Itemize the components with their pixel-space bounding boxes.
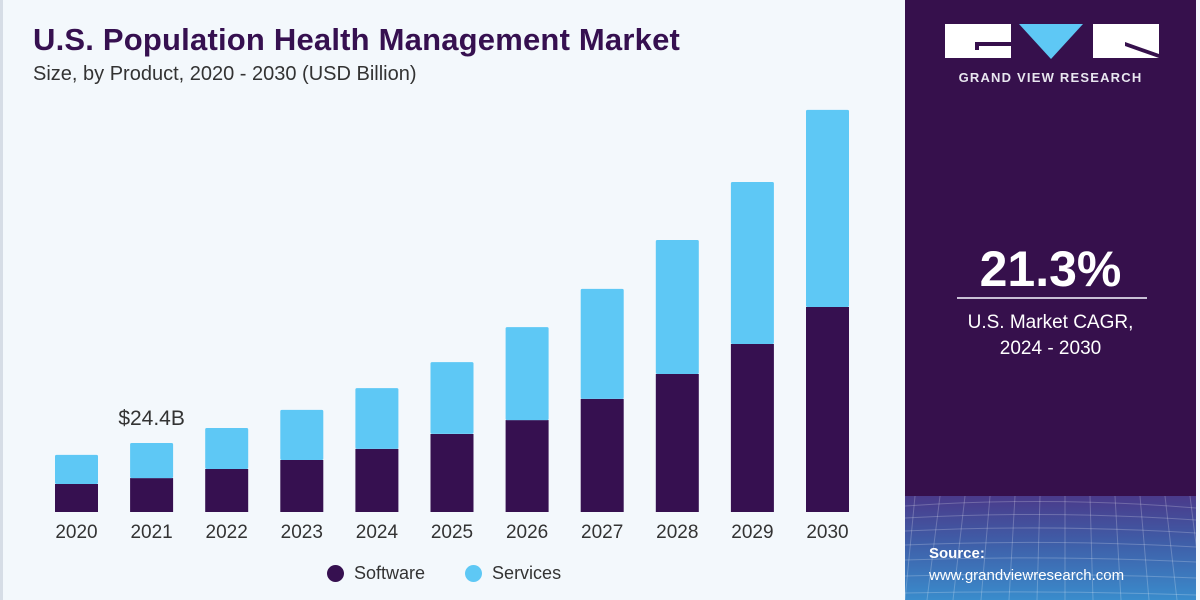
panel-footer: [905, 496, 1196, 600]
bar-software-2023: [280, 460, 324, 512]
cagr-label-line1: U.S. Market CAGR,: [967, 312, 1134, 333]
bar-software-2026: [505, 420, 549, 512]
mesh-background-icon: [905, 496, 1196, 600]
bar-software-2028: [655, 374, 699, 512]
bar-services-2029: [730, 182, 774, 344]
cagr-value: 21.3%: [979, 241, 1122, 297]
chart-title: U.S. Population Health Management Market: [33, 22, 681, 57]
x-tick-label: 2025: [431, 522, 473, 543]
x-tick-label: 2030: [806, 522, 848, 543]
x-tick-label: 2023: [281, 522, 323, 543]
bar-services-2026: [505, 327, 549, 421]
left-border: [0, 0, 3, 600]
x-tick-label: 2022: [206, 522, 248, 543]
legend-swatch-services: [465, 565, 483, 582]
bar-software-2021: [130, 478, 174, 512]
x-tick-label: 2029: [731, 522, 773, 543]
legend-swatch-software: [327, 565, 344, 582]
x-tick-label: 2020: [55, 522, 97, 543]
bar-services-2025: [430, 362, 474, 434]
legend-item-services: Services: [465, 563, 561, 584]
source-url[interactable]: www.grandviewresearch.com: [929, 567, 1125, 584]
bar-services-2023: [280, 409, 324, 460]
bar-software-2025: [430, 434, 474, 512]
cagr-divider: [957, 297, 1147, 299]
bar-software-2020: [55, 484, 98, 512]
x-tick-label: 2026: [506, 522, 548, 543]
source-label: Source:: [929, 545, 985, 562]
bar-services-2024: [355, 388, 399, 449]
bar-services-2030: [806, 109, 849, 308]
x-tick-label: 2021: [130, 522, 172, 543]
data-label-2021: $24.4B: [118, 407, 185, 430]
bar-services-2028: [655, 240, 699, 374]
bar-software-2024: [355, 448, 399, 512]
stacked-bar-chart: 2020 2021 2022 2023 2024 2025 2026 2027 2028 2029…: [55, 109, 849, 543]
info-panel: GRAND VIEW RESEARCH 21.3% U.S. Market CA…: [905, 0, 1196, 600]
x-tick-label: 2028: [656, 522, 698, 543]
legend-item-software: Software: [327, 563, 425, 584]
bar-services-2020: [55, 454, 98, 484]
cagr-label: U.S. Market CAGR, 2024 - 2030: [905, 310, 1196, 362]
chart-subtitle: Size, by Product, 2020 - 2030 (USD Billi…: [33, 63, 417, 85]
bar-services-2021: [130, 443, 174, 479]
bar-services-2027: [580, 288, 624, 399]
x-tick-label: 2024: [356, 522, 399, 543]
bar-software-2027: [580, 398, 624, 512]
brand-name: GRAND VIEW RESEARCH: [958, 70, 1143, 85]
gvr-logo-icon: [945, 24, 1159, 59]
cagr-label-line2: 2024 - 2030: [999, 338, 1102, 359]
bar-services-2022: [205, 428, 249, 469]
legend: Software Services: [327, 563, 601, 584]
legend-label-services: Services: [492, 563, 562, 583]
bar-software-2022: [205, 469, 249, 512]
bar-software-2030: [806, 307, 849, 512]
bar-software-2029: [730, 344, 774, 512]
legend-label-software: Software: [354, 563, 426, 583]
x-tick-label: 2027: [581, 522, 623, 543]
